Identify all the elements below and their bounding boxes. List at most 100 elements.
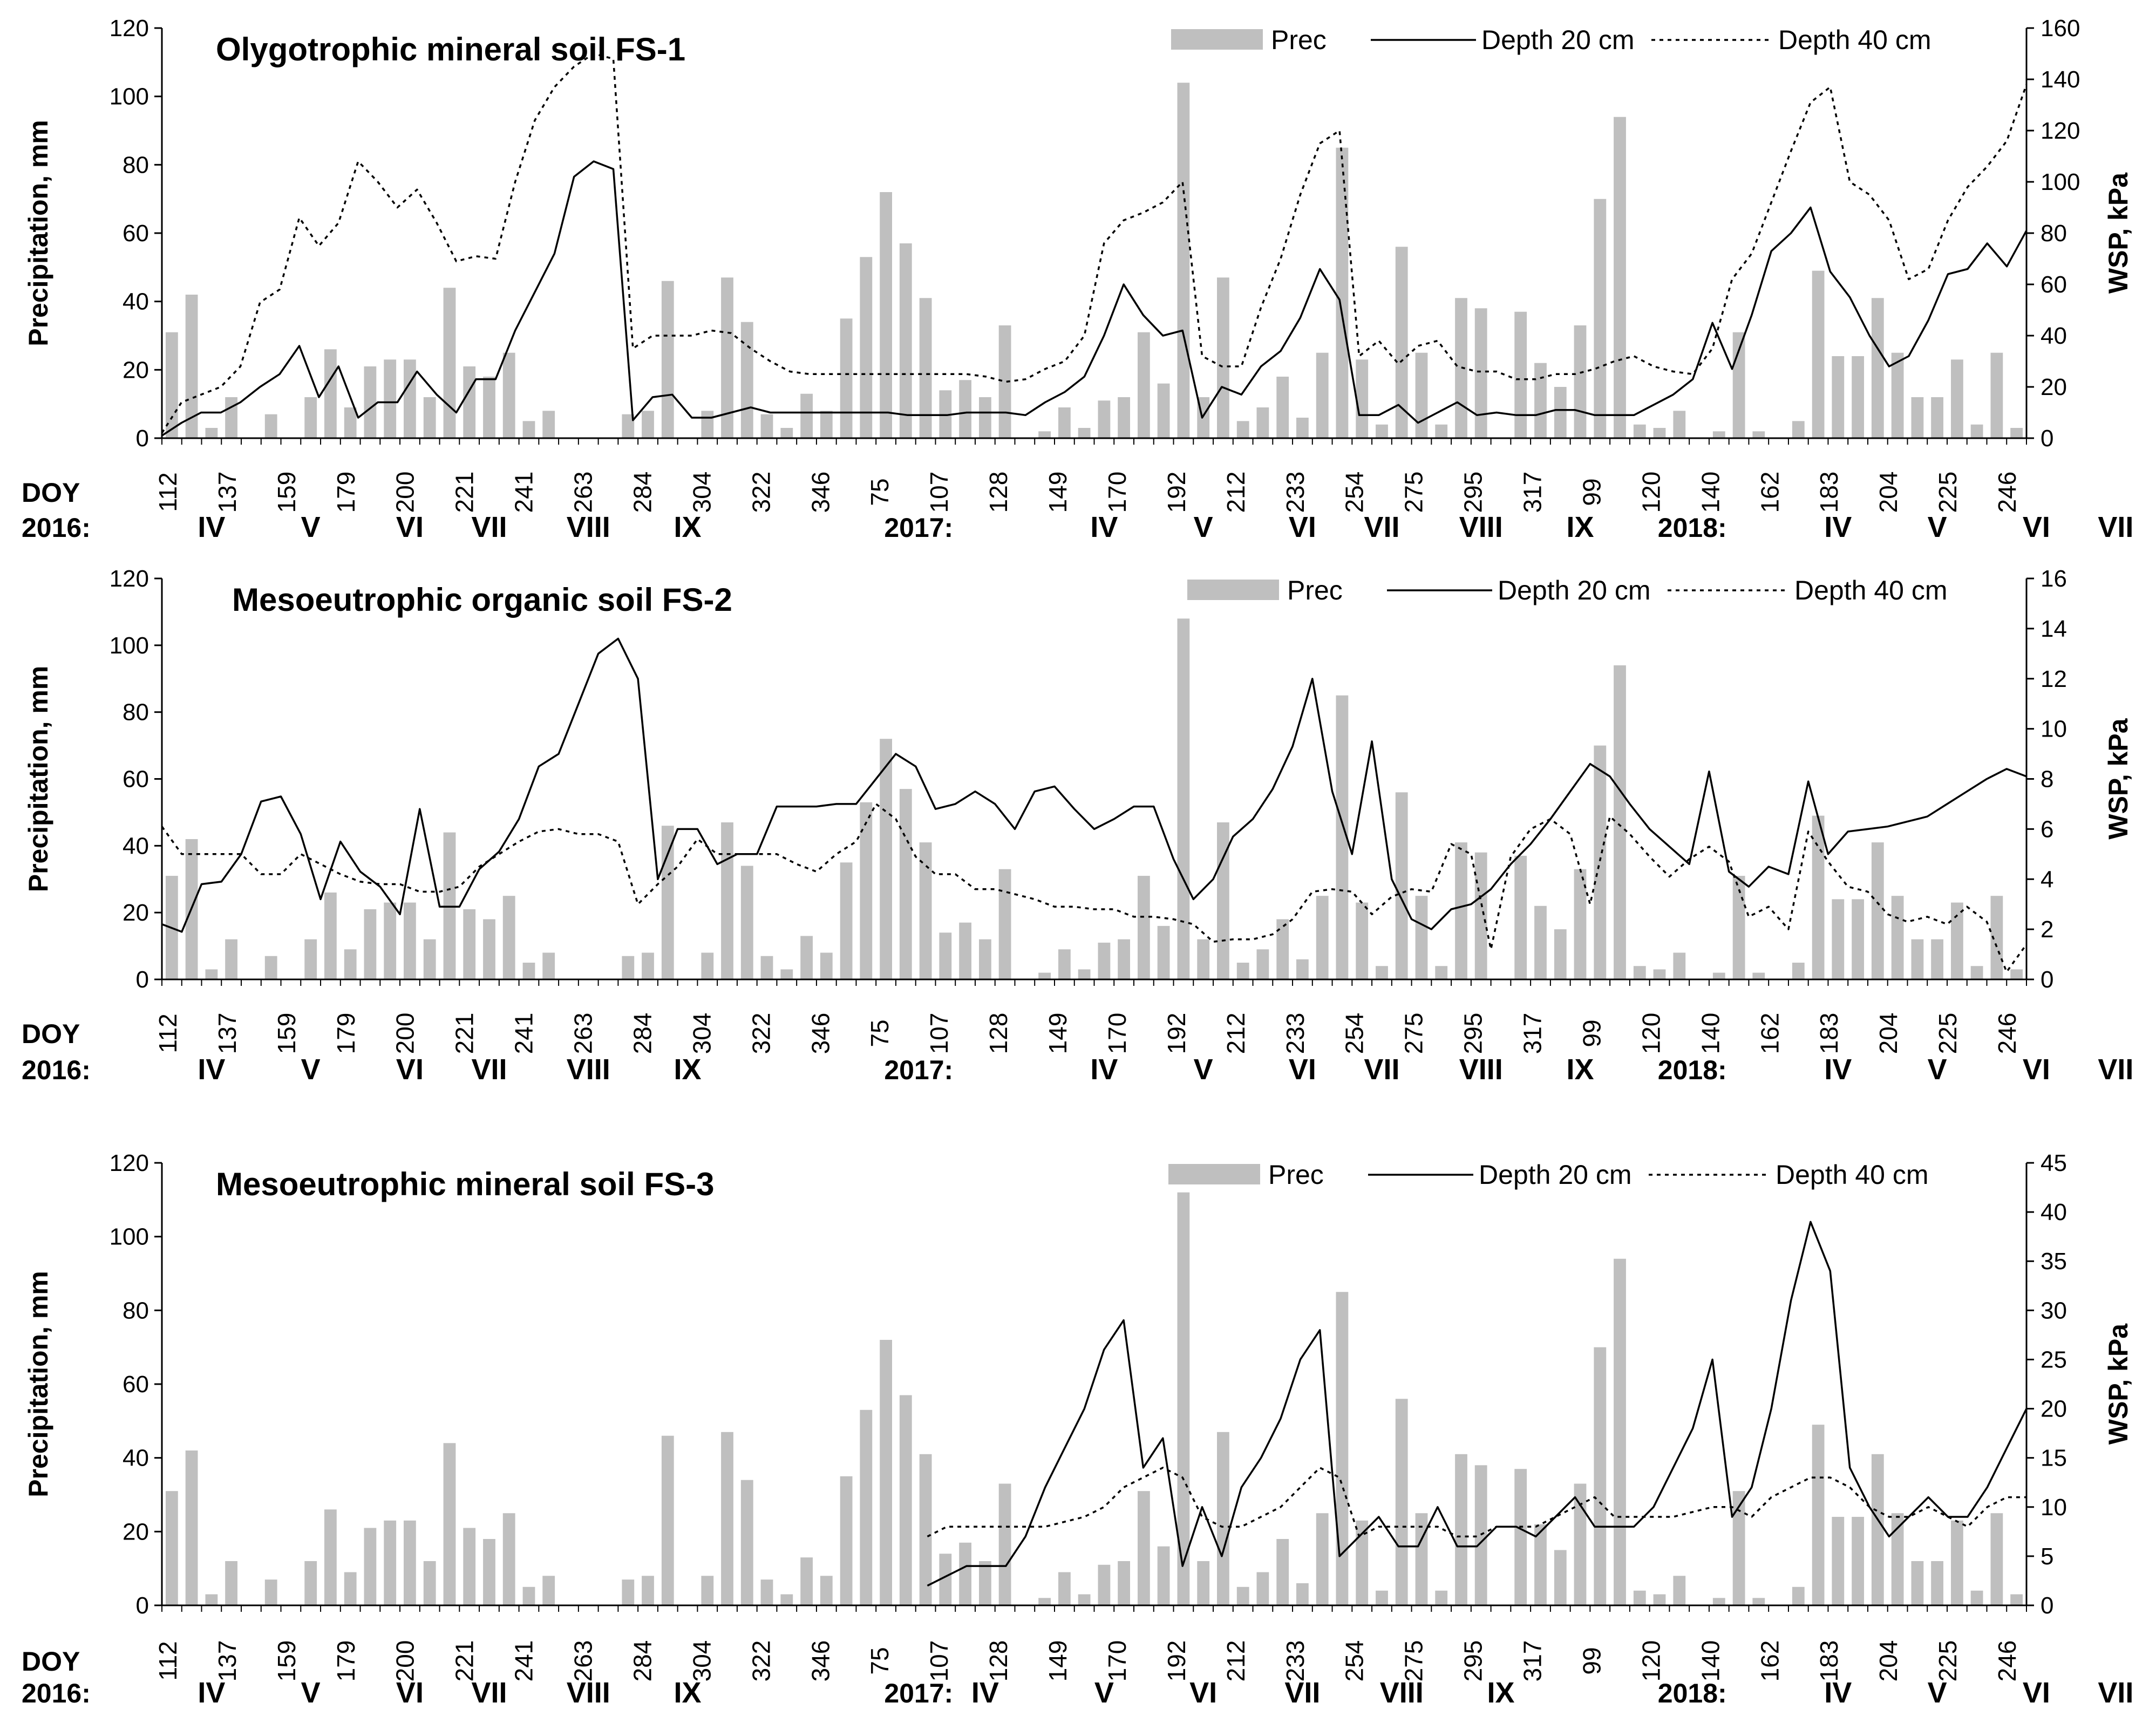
prec-bar [324, 1509, 337, 1605]
prec-bar [384, 1520, 397, 1605]
month-label: V [301, 1677, 321, 1709]
month-label: VI [396, 511, 424, 543]
year-label: 2016: [22, 1678, 91, 1708]
prec-bar [344, 407, 357, 438]
prec-bar [860, 257, 873, 438]
month-label: VI [1289, 1053, 1316, 1086]
month-label: VI [396, 1677, 424, 1709]
y2-axis-title: WSP, kPa [2103, 1323, 2133, 1445]
doy-tick-label: 75 [866, 1019, 894, 1047]
prec-bar [1415, 352, 1428, 438]
prec-bar [1138, 1491, 1150, 1605]
prec-bar [522, 963, 535, 979]
doy-row-label: DOY [22, 1646, 80, 1677]
doy-tick-label: 120 [1637, 1640, 1665, 1682]
month-label: VIII [567, 1677, 610, 1709]
month-label: VIII [1380, 1677, 1424, 1709]
prec-bar [1078, 428, 1091, 438]
prec-bar [1455, 1454, 1467, 1605]
month-label: VII [1364, 1053, 1399, 1086]
legend-prec-label: Prec [1287, 575, 1343, 605]
prec-bar [701, 411, 714, 438]
prec-bar [1990, 1513, 2003, 1605]
prec-bar [1792, 1586, 1805, 1605]
prec-bar [1891, 1513, 1904, 1605]
prec-bar [1435, 424, 1448, 438]
prec-bar [502, 896, 515, 979]
prec-bar [899, 243, 912, 438]
y-tick-label: 20 [123, 357, 149, 383]
doy-tick-label: 75 [866, 478, 894, 506]
doy-tick-label: 192 [1162, 1013, 1191, 1054]
prec-bar [1534, 1524, 1547, 1605]
prec-bar [1832, 1517, 1845, 1605]
prec-bar [304, 397, 317, 438]
y-tick-label: 60 [123, 220, 149, 247]
y-tick-label: 80 [123, 1297, 149, 1324]
prec-bar [344, 1572, 357, 1605]
prec-bar [2010, 1594, 2023, 1605]
prec-bar [1614, 665, 1626, 979]
prec-bar [522, 1586, 535, 1605]
doy-tick-label: 275 [1400, 472, 1428, 513]
y-tick-label: 40 [123, 833, 149, 859]
doy-tick-label: 107 [925, 1640, 953, 1682]
doy-tick-label: 295 [1459, 472, 1487, 513]
y2-tick-label: 0 [2041, 1592, 2053, 1619]
doy-tick-label: 295 [1459, 1013, 1487, 1054]
prec-bar [1990, 896, 2003, 979]
y-tick-label: 40 [123, 1445, 149, 1472]
prec-bar [1752, 972, 1765, 979]
prec-bar [404, 1520, 416, 1605]
legend-depth40-label: Depth 40 cm [1776, 1160, 1928, 1190]
doy-tick-label: 200 [391, 1640, 419, 1682]
y2-tick-label: 160 [2041, 15, 2080, 42]
prec-bar [364, 909, 377, 979]
month-label: IV [1090, 1053, 1118, 1086]
depth20-line [161, 160, 2028, 437]
y2-tick-label: 60 [2041, 271, 2067, 298]
doy-tick-label: 254 [1341, 472, 1369, 513]
prec-bar [1157, 925, 1170, 979]
month-label: V [1928, 511, 1947, 543]
prec-bar [1792, 421, 1805, 438]
prec-bar [443, 1443, 456, 1605]
doy-tick-label: 149 [1044, 1640, 1072, 1682]
year-label: 2018: [1658, 1055, 1727, 1085]
prec-bar [939, 1554, 952, 1605]
doy-tick-label: 304 [688, 1013, 716, 1054]
prec-bar [483, 1539, 495, 1605]
prec-bar [1217, 277, 1229, 438]
prec-bar [1177, 83, 1190, 439]
prec-bar [1832, 899, 1845, 979]
doy-tick-label: 275 [1400, 1640, 1428, 1682]
prec-bar [899, 789, 912, 979]
doy-tick-label: 107 [925, 472, 953, 513]
prec-bar [542, 952, 555, 979]
y-tick-label: 60 [123, 1371, 149, 1398]
prec-bar [1574, 325, 1587, 438]
y-axis-title: Precipitation, mm [23, 120, 53, 346]
legend-depth20-label: Depth 20 cm [1498, 575, 1650, 605]
doy-tick-label: 275 [1400, 1013, 1428, 1054]
y-tick-label: 20 [123, 1518, 149, 1545]
y2-tick-label: 4 [2041, 866, 2053, 893]
doy-tick-label: 192 [1162, 1640, 1191, 1682]
y2-tick-label: 20 [2041, 374, 2067, 400]
doy-tick-label: 304 [688, 1640, 716, 1682]
prec-bar [1633, 1590, 1646, 1605]
month-label: IX [674, 511, 702, 543]
doy-tick-label: 112 [154, 472, 182, 512]
prec-bar [1455, 298, 1467, 438]
prec-bar [1058, 407, 1071, 438]
prec-bar [1514, 855, 1527, 979]
prec-bar [642, 1576, 654, 1605]
prec-bar [1098, 1564, 1111, 1605]
prec-bar [1474, 852, 1487, 979]
prec-bar [919, 842, 932, 979]
prec-bar [880, 739, 892, 979]
prec-bar [1673, 411, 1686, 438]
prec-bar [1633, 966, 1646, 979]
month-label: VII [2098, 1053, 2133, 1086]
prec-bar [522, 421, 535, 438]
